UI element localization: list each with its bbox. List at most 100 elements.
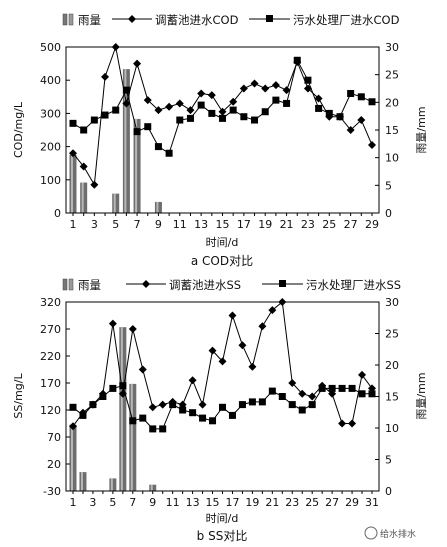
plant-point <box>219 114 226 122</box>
plant-point <box>358 390 366 398</box>
y2-tick-label: 25 <box>385 69 399 82</box>
rain-bar <box>109 478 117 491</box>
plant-point <box>272 96 280 104</box>
tank-point <box>111 43 120 51</box>
y-tick-label: 100 <box>40 174 61 187</box>
plant-point <box>112 106 120 114</box>
tank-point <box>165 102 174 111</box>
x-tick-label: 29 <box>345 496 359 509</box>
y2-tick-label: 15 <box>385 391 399 404</box>
wechat-logo-icon <box>364 526 378 540</box>
y2-tick-label: 20 <box>385 359 399 372</box>
tank-point <box>90 180 99 189</box>
plant-point <box>139 414 147 422</box>
tank-point <box>250 79 259 88</box>
plant-point <box>133 128 141 136</box>
x-tick-label: 23 <box>301 218 315 231</box>
plant-point <box>357 93 365 101</box>
plant-point <box>165 149 173 157</box>
plant-point <box>186 114 194 122</box>
plant-point <box>208 109 216 117</box>
x-tick-label: 31 <box>365 496 379 509</box>
tank-point <box>122 99 131 108</box>
tank-point <box>268 306 277 315</box>
tank-point <box>288 379 297 387</box>
tank-point <box>308 392 317 401</box>
y-tick-label: 300 <box>40 107 61 120</box>
legend-rain-label: 雨量 <box>78 278 101 292</box>
plant-point <box>298 406 306 414</box>
y2-tick-label: 20 <box>385 96 399 109</box>
tank-point <box>69 422 77 431</box>
x-tick-label: 23 <box>285 496 299 509</box>
y-tick-label: 270 <box>40 323 61 336</box>
x-tick-label: 25 <box>305 496 319 509</box>
tank-point <box>261 84 270 93</box>
plant-point <box>315 104 323 112</box>
y2-tick-label: 0 <box>385 207 392 220</box>
tank-point <box>278 298 287 306</box>
tank-point <box>348 419 357 428</box>
tank-point <box>154 106 163 115</box>
rain-bar <box>69 424 77 491</box>
x-tick-label: 3 <box>91 218 98 231</box>
tank-point <box>248 362 257 371</box>
watermark-text: 给水排水 <box>380 528 416 540</box>
tank-point <box>186 106 195 115</box>
chart-a-y-axis-title: COD/mg/L <box>12 101 25 158</box>
plant-point <box>69 119 77 127</box>
x-tick-label: 5 <box>109 496 116 509</box>
x-tick-label: 9 <box>155 218 162 231</box>
x-tick-label: 5 <box>112 218 119 231</box>
plant-point <box>119 382 127 390</box>
tank-point <box>143 96 152 105</box>
legend-plant-square-icon <box>279 280 286 287</box>
plant-point <box>268 387 276 395</box>
tank-point <box>228 311 237 320</box>
rain-bar <box>133 118 141 213</box>
plant-point <box>347 89 355 97</box>
tank-point <box>258 322 267 331</box>
y2-tick-label: 10 <box>385 152 399 165</box>
y-tick-label: 200 <box>40 141 61 154</box>
y-tick-label: 220 <box>40 350 61 363</box>
legend-tank-diamond-icon <box>128 15 136 23</box>
tank-point <box>218 107 227 116</box>
chart-a-rain-bars <box>69 69 162 213</box>
plant-point <box>99 393 107 400</box>
tank-point <box>197 89 206 98</box>
x-tick-label: 21 <box>280 218 294 231</box>
y2-tick-label: 5 <box>385 179 392 192</box>
plant-point <box>293 56 301 64</box>
y-tick-label: 120 <box>40 404 61 417</box>
plant-point <box>318 384 326 392</box>
plant-point <box>251 116 259 124</box>
tank-point <box>69 149 77 158</box>
plant-point <box>122 86 130 94</box>
rain-bar <box>80 182 88 213</box>
legend-tank-diamond-icon <box>142 280 150 288</box>
x-tick-label: 19 <box>245 496 259 509</box>
plant-point <box>79 411 87 419</box>
plant-point <box>328 384 336 392</box>
x-tick-label: 27 <box>325 496 339 509</box>
rain-bar <box>119 327 127 491</box>
plant-point <box>219 403 226 411</box>
tank-point <box>338 419 347 428</box>
tank-point <box>207 91 216 100</box>
x-tick-label: 3 <box>89 496 96 509</box>
rain-bar <box>79 472 87 491</box>
tank-point <box>158 400 167 409</box>
plant-point <box>159 425 167 433</box>
plant-point <box>228 411 236 419</box>
rain-bar <box>129 383 137 491</box>
tank-point <box>133 59 142 68</box>
plant-point <box>304 76 312 84</box>
tank-point <box>314 94 323 103</box>
chart-a-ticks <box>66 46 379 216</box>
tank-point <box>138 365 147 374</box>
plant-point <box>179 406 187 414</box>
y-tick-label: 0 <box>54 207 61 220</box>
plant-point <box>308 401 316 409</box>
